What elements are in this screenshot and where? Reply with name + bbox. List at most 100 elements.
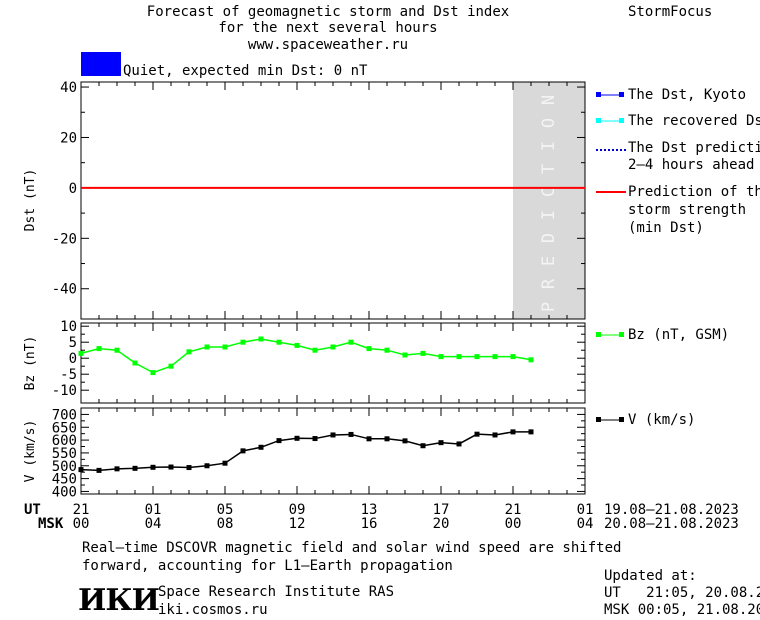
data-point	[222, 460, 228, 466]
legend-storm-3: (min Dst)	[628, 220, 704, 236]
data-point	[330, 344, 336, 350]
ut-tick-label: 09	[289, 502, 306, 518]
ut-tick-label: 01	[145, 502, 162, 518]
y-tick-label: -10	[52, 383, 77, 399]
prediction-letter: T	[539, 164, 559, 174]
data-point	[312, 347, 318, 353]
ut-tick-label: 21	[505, 502, 522, 518]
ut-axis-label: UT	[24, 502, 41, 518]
data-point	[348, 431, 354, 437]
status-text: Quiet, expected min Dst: 0 nT	[123, 63, 368, 79]
y-tick-label: 600	[52, 433, 77, 449]
y-axis-label: Bz (nT)	[23, 336, 38, 391]
footer-note-line-2: forward, accounting for L1–Earth propaga…	[82, 558, 453, 574]
data-point	[204, 344, 210, 350]
data-point	[276, 339, 282, 345]
ut-tick-label: 21	[73, 502, 90, 518]
msk-tick-label: 00	[73, 516, 90, 532]
data-point	[96, 346, 102, 352]
data-point	[222, 344, 228, 350]
y-tick-label: 500	[52, 459, 77, 475]
data-point	[258, 444, 264, 450]
y-tick-label: -20	[52, 231, 77, 247]
y-tick-label: 650	[52, 420, 77, 436]
legend-dst-prediction-2: 2–4 hours ahead	[628, 157, 755, 173]
data-point	[186, 349, 192, 355]
data-point	[150, 464, 156, 470]
data-point	[474, 354, 480, 360]
legend-bz: Bz (nT, GSM)	[628, 327, 730, 343]
institute-site[interactable]: iki.cosmos.ru	[158, 602, 268, 618]
prediction-letter: O	[539, 118, 559, 128]
prediction-letter: P	[539, 302, 559, 312]
legend-dst-prediction-1: The Dst prediction	[628, 140, 760, 156]
y-tick-label: 400	[52, 484, 77, 500]
updated-ut: UT 21:05, 20.08.2023	[604, 585, 760, 601]
y-tick-label: 5	[69, 335, 77, 351]
ut-tick-label: 13	[361, 502, 378, 518]
y-axis-label: V (km/s)	[23, 420, 38, 483]
data-point	[384, 436, 390, 442]
legend-dst-recovered: The recovered Dst	[628, 113, 760, 129]
y-tick-label: 20	[60, 130, 77, 146]
title-line-1: Forecast of geomagnetic storm and Dst in…	[146, 4, 510, 20]
brand-label: StormFocus	[628, 4, 713, 20]
data-point	[510, 354, 516, 360]
prediction-band-label: P R E D I C T I O N	[539, 95, 559, 312]
prediction-letter: E	[539, 256, 559, 266]
msk-axis-label: MSK	[38, 516, 64, 532]
prediction-letter: I	[539, 141, 559, 151]
msk-tick-label: 20	[433, 516, 450, 532]
data-point	[78, 350, 84, 356]
title-line-2: for the next several hours	[218, 20, 438, 36]
data-point	[348, 339, 354, 345]
prediction-letter: I	[539, 210, 559, 220]
legend-dst-kyoto: The Dst, Kyoto	[628, 87, 747, 103]
legend-v: V (km/s)	[628, 412, 696, 428]
msk-tick-label: 12	[289, 516, 306, 532]
y-tick-label: 0	[69, 351, 77, 367]
data-point	[402, 352, 408, 358]
legend-storm-2: storm strength	[628, 202, 747, 218]
data-point	[240, 339, 246, 345]
ut-tick-label: 01	[577, 502, 594, 518]
data-point	[330, 432, 336, 438]
data-point	[150, 370, 156, 376]
data-point	[276, 438, 282, 444]
data-point	[114, 466, 120, 472]
msk-tick-label: 04	[577, 516, 594, 532]
data-point	[168, 464, 174, 470]
prediction-letter: D	[539, 233, 559, 243]
data-point	[438, 354, 444, 360]
data-point	[132, 465, 138, 471]
footer-note-line-1: Real–time DSCOVR magnetic field and sola…	[82, 540, 622, 556]
msk-tick-label: 08	[217, 516, 234, 532]
data-point	[294, 435, 300, 441]
data-point	[186, 465, 192, 471]
data-point	[78, 467, 84, 473]
panel-frame	[80, 322, 586, 404]
title-url: www.spaceweather.ru	[247, 37, 409, 53]
iki-logo: ИКИ	[78, 583, 160, 618]
data-point	[96, 467, 102, 473]
updated-msk: MSK 00:05, 21.08.2023	[604, 602, 760, 618]
msk-tick-label: 04	[145, 516, 162, 532]
series-line	[80, 338, 532, 374]
data-point	[474, 431, 480, 437]
ut-date-range: 19.08–21.08.2023	[604, 502, 739, 518]
institute-name: Space Research Institute RAS	[158, 584, 395, 600]
data-point	[294, 342, 300, 348]
data-point	[402, 438, 408, 444]
y-tick-label: -5	[60, 367, 77, 383]
data-point	[240, 448, 246, 454]
data-point	[528, 429, 534, 435]
y-tick-label: 550	[52, 446, 77, 462]
prediction-letter: C	[539, 187, 559, 197]
data-point	[366, 436, 372, 442]
legend-dst-kyoto-marker	[596, 92, 624, 97]
legend-dst-prediction-marker	[596, 149, 626, 151]
